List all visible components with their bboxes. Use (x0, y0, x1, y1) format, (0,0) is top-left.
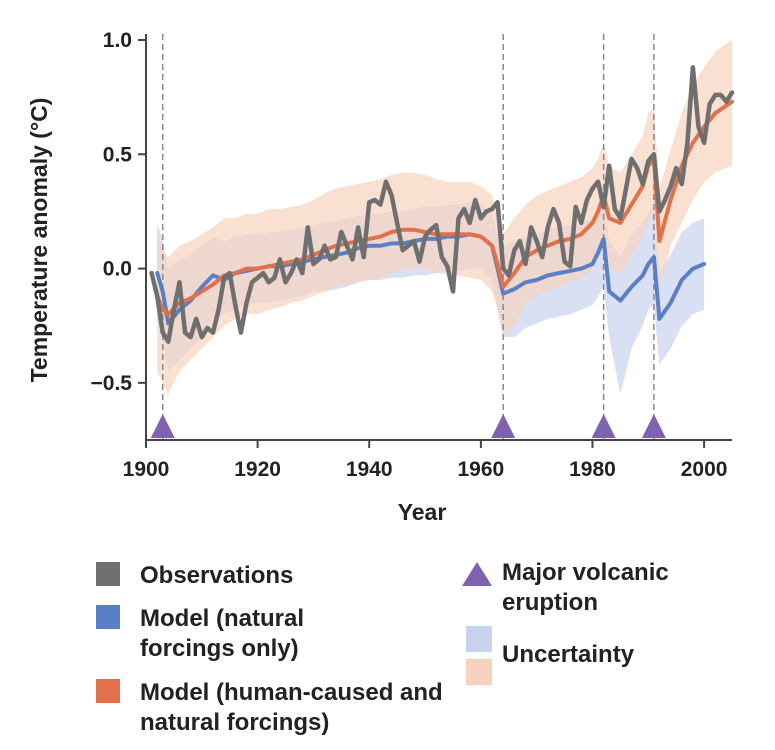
legend-volcanic-label: Major volcanic eruption (502, 559, 669, 616)
uncertainty-swatches (466, 626, 492, 685)
x-tick-label: 1980 (569, 458, 616, 481)
volcano-triangle-icon (591, 414, 616, 438)
x-tick-label: 1920 (234, 458, 281, 481)
axes (138, 34, 732, 448)
legend-natural: Model (natural forcings only) (96, 604, 355, 664)
human-model-swatch (96, 679, 120, 703)
volcano-triangle-icon (491, 414, 516, 438)
uncertainty-blue-swatch (466, 626, 492, 652)
human-uncertainty-band (157, 40, 732, 395)
legend-observations: Observations (96, 561, 400, 591)
legend-volcanic: Major volcanic eruption (462, 558, 712, 618)
y-tick-label: −0.5 (91, 372, 133, 395)
y-axis-title: Temperature anomaly (°C) (26, 98, 52, 383)
legend-uncertainty: Uncertainty (466, 626, 702, 685)
x-tick-label: 2000 (681, 458, 728, 481)
series-lines (149, 65, 735, 344)
legend-uncertainty-label: Uncertainty (502, 641, 635, 668)
y-tick-label: 0.5 (103, 143, 133, 166)
y-tick-label: 0.0 (103, 258, 132, 281)
volcano-triangle-icon (641, 414, 666, 438)
uncertainty-bands (157, 40, 732, 395)
y-tick-label: 1.0 (103, 29, 132, 52)
temperature-anomaly-chart: 1900 1920 1940 1960 1980 2000 1.0 0.5 0.0 −0.5 Ye… (26, 29, 735, 525)
volcano-triangle-icon (462, 562, 492, 586)
legend-human-label: Model (human-caused and natural forcings… (140, 679, 443, 736)
natural-model-swatch (96, 605, 120, 629)
tick-labels: 1900 1920 1940 1960 1980 2000 1.0 0.5 0.0 −0.5 (91, 29, 728, 481)
natural-model-line (155, 232, 707, 326)
x-tick-label: 1960 (457, 458, 504, 481)
x-axis-title: Year (398, 499, 447, 525)
legend-observations-label: Observations (140, 562, 294, 589)
volcano-triangle-icon (150, 414, 175, 438)
uncertainty-orange-swatch (466, 659, 492, 685)
legend-natural-label: Model (natural forcings only) (140, 605, 305, 662)
observations-line (149, 65, 735, 344)
legend-human: Model (human-caused and natural forcings… (96, 678, 450, 738)
x-tick-label: 1900 (123, 458, 170, 481)
volcanic-eruption-markers (150, 414, 666, 438)
x-tick-label: 1940 (346, 458, 393, 481)
observations-swatch (96, 562, 120, 586)
